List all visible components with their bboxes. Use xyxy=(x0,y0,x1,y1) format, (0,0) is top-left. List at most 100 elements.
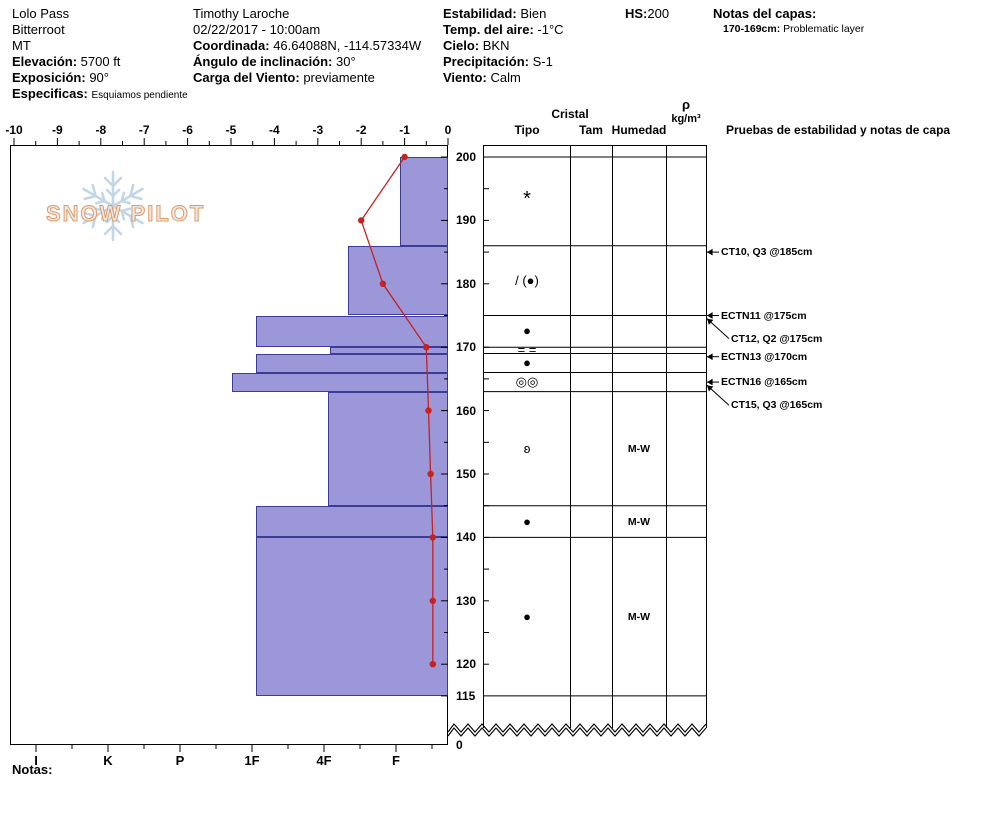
snow-layer-bar xyxy=(347,245,448,316)
crystal-type-symbol: ● xyxy=(523,355,531,371)
columns-top-border xyxy=(483,145,706,146)
tam-header: Tam xyxy=(579,123,603,137)
stability-test-arrowhead xyxy=(707,312,713,319)
crystal-type-symbol: ʚ xyxy=(523,440,531,456)
stability-test-label: ECTN13 @170cm xyxy=(721,350,808,363)
tipo-header: Tipo xyxy=(514,123,540,137)
slope-angle-value: 30° xyxy=(336,54,356,69)
hardness-axis-label: P xyxy=(175,753,185,768)
temp-axis-label: 0 xyxy=(444,123,452,137)
density-column-right-border xyxy=(706,145,707,728)
tipo-column-left-border xyxy=(483,145,484,728)
wind-label: Viento: xyxy=(443,70,487,85)
coordinates-label: Coordinada: xyxy=(193,38,270,53)
temp-axis-label: -1 xyxy=(399,123,410,137)
snow-layer-bar xyxy=(400,157,448,246)
depth-break-zigzag xyxy=(447,723,707,733)
air-temp-line: Temp. del aire: -1°C xyxy=(443,22,564,38)
stability-test-arrowhead xyxy=(707,378,713,386)
precip-label: Precipitación: xyxy=(443,54,529,69)
crystal-type-symbol: * xyxy=(523,188,531,211)
temp-axis-label: -3 xyxy=(312,123,324,137)
tam-column-left-border xyxy=(570,145,571,728)
aspect-line: Exposición: 90° xyxy=(12,70,188,86)
density-column-left-border xyxy=(666,145,667,728)
humedad-header: Humedad xyxy=(611,123,667,137)
observer-name: Timothy Laroche xyxy=(193,6,290,21)
header-location-block: Lolo Pass Bitterroot MT Elevación: 5700 … xyxy=(12,6,188,104)
stability-label: Estabilidad: xyxy=(443,6,517,21)
depth-axis-label: 150 xyxy=(456,467,477,481)
density-header: ρ xyxy=(681,97,691,112)
crystal-type-symbol: / (●) xyxy=(515,272,539,288)
stability-test-arrowhead xyxy=(707,318,714,325)
stability-test-arrowhead xyxy=(707,385,714,392)
stability-test-arrow xyxy=(706,318,730,340)
precip-line: Precipitación: S-1 xyxy=(443,54,564,70)
hardness-axis-label: 1F xyxy=(244,753,260,768)
density-units-label: kg/m³ xyxy=(671,113,701,125)
crystal-type-symbol: ● xyxy=(523,513,531,529)
header-weather-block: Estabilidad: Bien Temp. del aire: -1°C C… xyxy=(443,6,564,86)
sky-value: BKN xyxy=(482,38,510,53)
wind-loading-label: Carga del Viento: xyxy=(193,70,300,85)
elevation-line: Elevación: 5700 ft xyxy=(12,54,188,70)
depth-axis-label: 170 xyxy=(456,340,477,355)
aspect-label: Exposición: xyxy=(12,70,86,85)
wind-line: Viento: Calm xyxy=(443,70,564,86)
temp-axis-label: -10 xyxy=(5,123,23,137)
hardness-axis-label: I xyxy=(34,753,38,768)
site-state: MT xyxy=(12,38,31,53)
header-observer-block: Timothy Laroche 02/22/2017 - 10:00am Coo… xyxy=(193,6,421,86)
stability-test-arrowhead xyxy=(707,248,713,256)
coordinates-value: 46.64088N, -114.57334W xyxy=(273,38,422,53)
depth-axis-label: 200 xyxy=(456,150,477,164)
layer-notes-title: Notas del capas: xyxy=(713,6,817,21)
depth-axis-label: 180 xyxy=(456,276,477,291)
crystal-type-symbol: ◎◎ xyxy=(515,374,539,390)
crystal-type-symbol: ● xyxy=(523,608,531,624)
hardness-axis-label: F xyxy=(392,753,400,768)
depth-axis-label: 140 xyxy=(456,530,477,545)
wind-loading-line: Carga del Viento: previamente xyxy=(193,70,421,86)
stability-test-label: CT15, Q3 @165cm xyxy=(731,399,823,412)
site-name: Lolo Pass xyxy=(12,6,70,21)
observation-datetime: 02/22/2017 - 10:00am xyxy=(193,22,321,37)
snow-layer-bar xyxy=(231,372,448,392)
snow-layer-bar xyxy=(256,505,448,538)
stability-value: Bien xyxy=(520,6,547,21)
temp-axis-label: -7 xyxy=(138,123,150,137)
stability-test-label: CT12, Q2 @175cm xyxy=(731,332,823,345)
depth-axis-label: 120 xyxy=(456,657,477,672)
header-layer-notes-block: Notas del capas: 170-169cm: Problematic … xyxy=(713,6,864,36)
notes-label: Notas: xyxy=(12,762,53,777)
slope-angle-line: Ángulo de inclinación: 30° xyxy=(193,54,421,70)
temp-axis-label: -8 xyxy=(95,123,107,137)
humidity-value: M-W xyxy=(627,442,651,455)
temp-axis-label: -2 xyxy=(355,123,367,137)
stability-test-label: ECTN16 @165cm xyxy=(721,376,808,389)
temp-axis-label: -9 xyxy=(52,123,63,137)
hardness-axis-label: K xyxy=(103,753,113,768)
elevation-value: 5700 ft xyxy=(80,54,121,69)
stability-test-label: CT10, Q3 @185cm xyxy=(721,246,813,259)
stability-test-label: ECTN11 @175cm xyxy=(721,309,807,322)
sky-label: Cielo: xyxy=(443,38,480,53)
tests-column-header: Pruebas de estabilidad y notas de capa xyxy=(726,123,951,137)
elevation-label: Elevación: xyxy=(12,54,78,69)
header-hs-block: HS:200 xyxy=(625,6,669,22)
humedad-column-left-border xyxy=(612,145,613,728)
snow-layer-bar xyxy=(256,353,448,373)
depth-axis-label: 160 xyxy=(456,403,477,418)
temp-axis-label: -5 xyxy=(225,123,237,137)
layer-note-text: Problematic layer xyxy=(783,23,865,35)
layer-note-entry: 170-169cm: Problematic layer xyxy=(723,22,864,36)
humidity-value: M-W xyxy=(627,610,651,623)
depth-axis-label: 190 xyxy=(456,213,477,228)
wind-loading-value: previamente xyxy=(303,70,375,85)
temp-axis-label: -4 xyxy=(269,123,280,137)
depth-axis-zero-label: 0 xyxy=(456,738,463,752)
crystal-type-symbol: ● xyxy=(523,323,531,339)
snow-layer-bar xyxy=(256,315,448,348)
